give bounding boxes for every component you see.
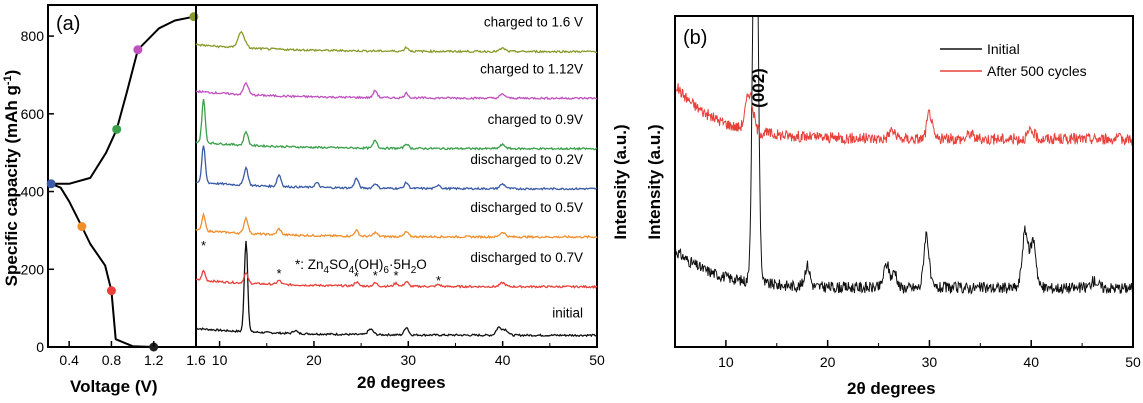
y-tick-label: 600	[21, 106, 45, 122]
panel-a-right-frame	[195, 4, 598, 348]
legend: Initial After 500 cycles	[940, 41, 1087, 79]
state-marker	[133, 45, 143, 55]
capacity-axis-label: Specific capacity (mAh g-1)	[2, 70, 21, 287]
peak-002-label: (002)	[749, 68, 768, 108]
impurity-star: *	[354, 269, 359, 284]
y-tick-label: 0	[36, 339, 44, 355]
panel-a-label: (a)	[56, 13, 80, 35]
intensity-axis-label-inner: Intensity (a.u.)	[645, 124, 664, 239]
xrd-series-label: discharged to 0.5V	[470, 200, 583, 215]
xrd-x-axis: 1.6 10 20 30 40 50	[186, 341, 605, 368]
state-marker	[106, 286, 116, 296]
y-tick-label: 200	[21, 261, 45, 277]
xrd-series-line	[195, 30, 598, 54]
xrd-series-line	[195, 81, 598, 101]
xrd-curve-labels: initial discharged to 0.7V discharged to 0…	[470, 15, 583, 321]
panel-b-series-line	[676, 83, 1132, 147]
xrd-series-label: charged to 1.6 V	[484, 15, 583, 30]
y-tick-label: 800	[21, 28, 45, 44]
xrd-series-line	[195, 269, 598, 289]
impurity-star: *	[436, 273, 441, 288]
two-theta-axis-label-b: 2θ degrees	[847, 379, 936, 398]
impurity-star: *	[393, 268, 398, 283]
panel-a-right: initial discharged to 0.7V discharged to 0…	[186, 4, 605, 392]
voltage-axis-label: Voltage (V)	[70, 377, 158, 396]
impurity-star: *	[373, 268, 378, 283]
x-tick-label: 20	[820, 354, 836, 370]
panel-b-frame	[674, 15, 1134, 348]
x-tick-label: 30	[401, 352, 417, 368]
capacity-curve-line	[50, 15, 195, 348]
panel-b-series-line	[676, 17, 1132, 295]
x-tick-label: 40	[495, 352, 511, 368]
x-tick-label: 0.4	[59, 352, 79, 368]
legend-label-initial: Initial	[987, 41, 1020, 57]
xrd-curves	[195, 30, 598, 338]
x-tick-label: 50	[589, 352, 605, 368]
state-markers	[46, 12, 199, 352]
impurity-star: *	[201, 238, 206, 253]
x-tick-label: 1.6	[186, 352, 206, 368]
panel-b-x-axis: 10 20 30 40 50	[674, 340, 1141, 370]
state-marker	[189, 12, 199, 22]
panel-b-plot	[676, 17, 1132, 295]
x-tick-label: 20	[306, 352, 322, 368]
panel-b-label: (b)	[683, 27, 707, 49]
impurity-annotation: *: Zn4SO4(OH)6·5H2O	[295, 257, 427, 276]
panel-a-left-frame	[47, 4, 197, 348]
voltage-x-axis: 0.4 0.8 1.2	[59, 341, 197, 368]
x-tick-label: 40	[1023, 354, 1039, 370]
xrd-series-line	[195, 145, 598, 192]
state-marker	[46, 179, 56, 189]
xrd-series-line	[195, 99, 598, 151]
panel-b-curves	[676, 17, 1132, 295]
xrd-series-label: discharged to 0.2V	[470, 152, 583, 167]
xrd-series-label: initial	[552, 305, 583, 320]
xrd-series-line	[195, 240, 598, 338]
x-tick-label: 10	[718, 354, 734, 370]
xrd-series-label: charged to 0.9V	[488, 112, 583, 127]
xrd-series-label: discharged to 0.7V	[470, 250, 583, 265]
x-tick-label: 10	[212, 352, 228, 368]
x-tick-label: 50	[1125, 354, 1141, 370]
xrd-series-line	[195, 211, 598, 240]
x-tick-label: 30	[922, 354, 938, 370]
impurity-markers: * * * * * *	[201, 238, 441, 288]
state-marker	[112, 124, 122, 134]
legend-label-after-cycles: After 500 cycles	[987, 63, 1087, 79]
capacity-voltage-curve	[50, 15, 195, 348]
panel-b: (b) (002) Initial After 500 cycles 10 20 3…	[611, 15, 1141, 398]
state-marker	[77, 222, 87, 232]
two-theta-axis-label-a: 2θ degrees	[357, 373, 446, 392]
xrd-series-label: charged to 1.12V	[480, 61, 583, 76]
x-tick-label: 1.2	[144, 352, 164, 368]
capacity-y-axis: 0 200 400 600 800	[21, 28, 54, 355]
y-tick-label: 400	[21, 184, 45, 200]
intensity-axis-label-outer: Intensity (a.u.)	[611, 124, 630, 239]
impurity-star: *	[276, 266, 281, 281]
x-tick-label: 0.8	[102, 352, 122, 368]
